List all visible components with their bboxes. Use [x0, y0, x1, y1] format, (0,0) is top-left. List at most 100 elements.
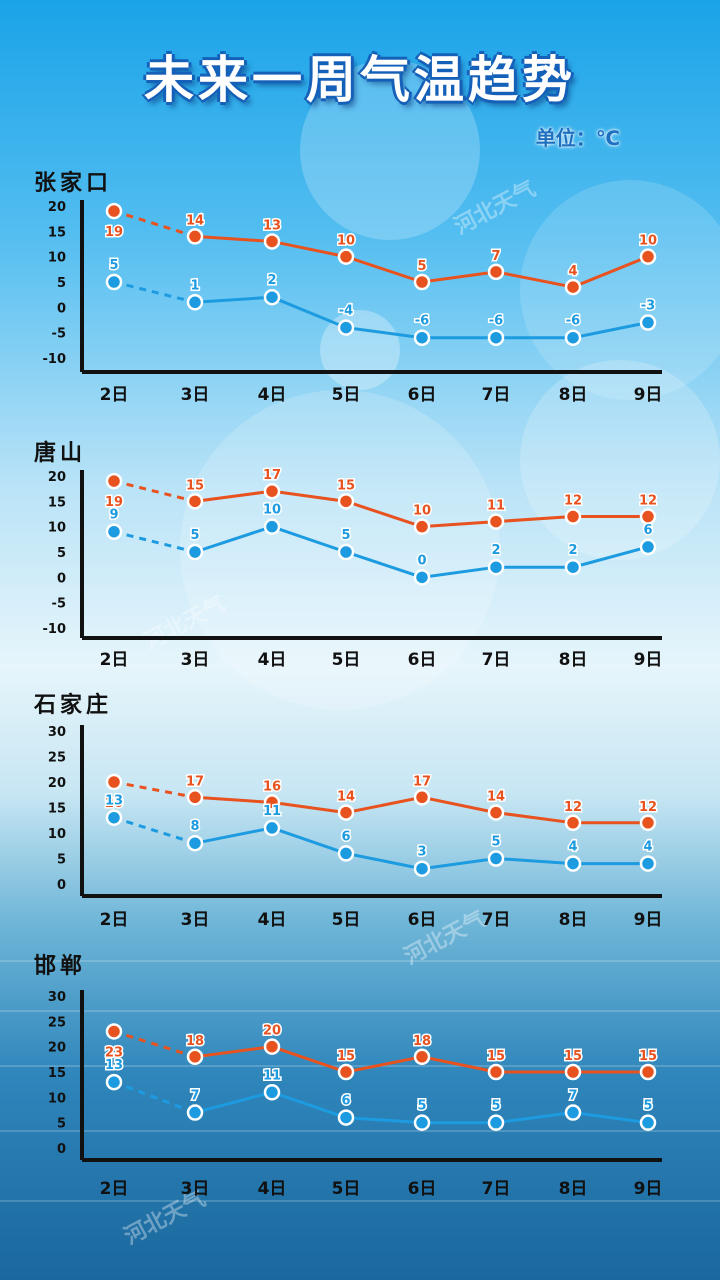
low-temp-point [413, 1114, 431, 1131]
low-temp-point [105, 523, 123, 540]
high-temp-label: 13 [263, 218, 281, 233]
low-temp-point [413, 860, 431, 877]
x-tick-label: 4日 [258, 385, 287, 405]
high-temp-point [105, 202, 123, 220]
low-temp-point [487, 329, 505, 346]
high-temp-label: 20 [105, 796, 123, 811]
y-tick-label: 25 [48, 1015, 66, 1030]
high-temp-label: 15 [564, 1049, 582, 1064]
y-tick-label: 5 [57, 546, 66, 561]
x-tick-label: 9日 [634, 650, 663, 670]
high-temp-label: 17 [186, 774, 204, 789]
high-temp-label: 11 [487, 499, 505, 514]
low-temp-label: 13 [105, 1058, 123, 1073]
x-tick-label: 7日 [482, 910, 511, 930]
high-temp-label: 14 [186, 213, 204, 228]
high-temp-point [487, 804, 505, 821]
low-temp-point [487, 850, 505, 867]
x-tick-label: 9日 [634, 385, 663, 405]
series-line-dashed [113, 280, 196, 304]
high-temp-point [487, 513, 505, 530]
low-temp-label: 6 [341, 1094, 350, 1109]
low-temp-point [413, 329, 431, 346]
high-temp-point [105, 773, 123, 791]
high-temp-point [487, 263, 505, 281]
city-title: 张家口 [34, 170, 112, 196]
x-tick-label: 3日 [181, 650, 210, 670]
high-temp-point [564, 1063, 582, 1081]
y-tick-label: 30 [48, 725, 66, 740]
low-temp-point [263, 288, 281, 306]
y-tick-label: 20 [48, 200, 66, 215]
high-temp-point [564, 814, 582, 832]
low-temp-label: 2 [491, 543, 500, 558]
high-temp-label: 10 [337, 234, 355, 249]
high-temp-point [337, 493, 355, 510]
high-temp-label: 23 [105, 1045, 123, 1060]
x-tick-label: 2日 [100, 1179, 129, 1199]
y-tick-label: -5 [52, 327, 66, 342]
x-tick-label: 3日 [181, 910, 210, 930]
y-tick-label: 0 [57, 301, 66, 316]
y-tick-label: -5 [52, 597, 66, 612]
y-tick-label: 5 [57, 853, 66, 868]
sea-wave [0, 960, 720, 962]
high-temp-point [105, 1023, 123, 1040]
low-temp-point [186, 1104, 204, 1121]
low-temp-label: -6 [489, 314, 503, 329]
x-tick-label: 9日 [634, 910, 663, 930]
x-tick-label: 8日 [559, 650, 588, 670]
low-temp-label: -6 [566, 314, 580, 329]
x-tick-label: 7日 [482, 650, 511, 670]
high-temp-point [487, 1063, 505, 1081]
high-temp-point [105, 472, 123, 490]
y-tick-label: 15 [48, 495, 66, 510]
high-temp-point [337, 248, 355, 265]
low-temp-label: 5 [341, 528, 350, 543]
low-temp-point [487, 1114, 505, 1131]
y-tick-label: 15 [48, 802, 66, 817]
x-tick-label: 6日 [408, 650, 437, 670]
x-tick-label: 6日 [408, 385, 437, 405]
low-temp-point [564, 855, 582, 872]
low-temp-label: 11 [263, 1068, 281, 1083]
high-temp-point [639, 1063, 657, 1081]
sea-wave [0, 1010, 720, 1012]
series-line-dashed [113, 816, 196, 845]
low-temp-label: 11 [263, 804, 281, 819]
low-temp-label: 7 [190, 1089, 199, 1104]
low-temp-point [105, 1073, 123, 1091]
high-temp-point [186, 1048, 204, 1066]
high-temp-label: 18 [413, 1034, 431, 1049]
high-temp-point [263, 1038, 281, 1055]
low-temp-label: 1 [190, 278, 199, 293]
low-temp-label: 5 [491, 1099, 500, 1114]
low-temp-point [639, 314, 657, 331]
y-tick-label: 15 [48, 1066, 66, 1081]
series-line-dashed [113, 1080, 196, 1114]
high-temp-label: 16 [263, 779, 281, 794]
low-temp-label: 5 [109, 258, 118, 273]
high-temp-label: 12 [564, 800, 582, 815]
low-temp-point [487, 558, 505, 576]
high-temp-point [413, 789, 431, 806]
y-tick-label: 10 [48, 1091, 66, 1106]
low-temp-point [186, 543, 204, 561]
low-temp-label: 4 [643, 840, 652, 855]
low-temp-point [337, 1109, 355, 1126]
high-temp-label: 12 [564, 494, 582, 509]
low-temp-point [564, 329, 582, 346]
high-temp-point [263, 482, 281, 500]
low-temp-label: 8 [190, 819, 199, 834]
high-temp-label: 17 [263, 468, 281, 483]
high-temp-label: 18 [186, 1034, 204, 1049]
low-temp-label: 0 [417, 553, 426, 568]
x-tick-label: 2日 [100, 910, 129, 930]
low-temp-label: 3 [417, 845, 426, 860]
low-temp-point [263, 1084, 281, 1101]
high-temp-point [639, 508, 657, 525]
high-temp-point [186, 493, 204, 510]
low-temp-label: 13 [105, 794, 123, 809]
y-tick-label: 20 [48, 1041, 66, 1056]
sea-wave [0, 1200, 720, 1202]
